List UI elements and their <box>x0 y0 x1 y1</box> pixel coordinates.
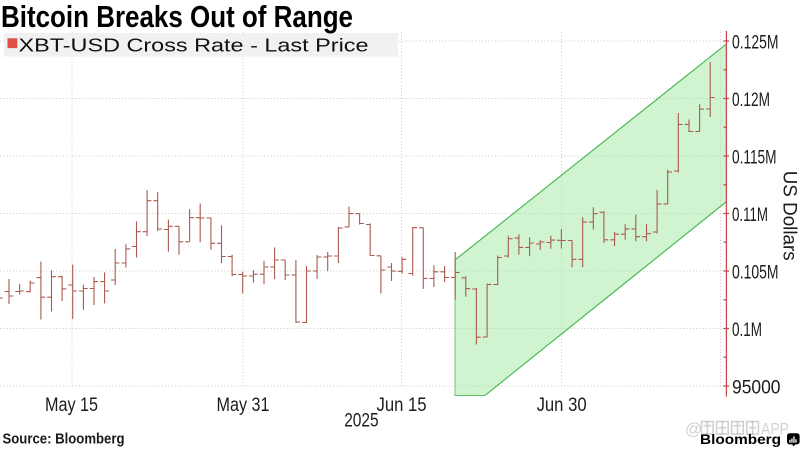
svg-text:0.115M: 0.115M <box>732 148 777 169</box>
svg-text:May 15: May 15 <box>45 395 98 416</box>
svg-text:0.1M: 0.1M <box>732 320 762 341</box>
svg-text:0.12M: 0.12M <box>732 90 770 111</box>
svg-text:0.105M: 0.105M <box>732 263 779 284</box>
svg-text:Jun 15: Jun 15 <box>377 395 427 416</box>
svg-text:0.125M: 0.125M <box>732 33 779 54</box>
svg-text:XBT-USD Cross Rate - Last Pric: XBT-USD Cross Rate - Last Price <box>19 34 369 55</box>
svg-text:May 31: May 31 <box>217 395 270 416</box>
svg-text:US Dollars: US Dollars <box>779 171 800 261</box>
svg-text:Jun 30: Jun 30 <box>537 395 587 416</box>
svg-text:@: @ <box>685 420 702 439</box>
svg-text:Bloomberg: Bloomberg <box>700 431 781 447</box>
svg-text:2025: 2025 <box>344 410 379 431</box>
svg-text:95000: 95000 <box>732 378 781 399</box>
svg-text:APP: APP <box>761 421 789 439</box>
svg-text:Source: Bloomberg: Source: Bloomberg <box>3 432 125 448</box>
svg-text:0.11M: 0.11M <box>732 205 768 226</box>
svg-text:Bitcoin Breaks Out of Range: Bitcoin Breaks Out of Range <box>1 0 353 34</box>
